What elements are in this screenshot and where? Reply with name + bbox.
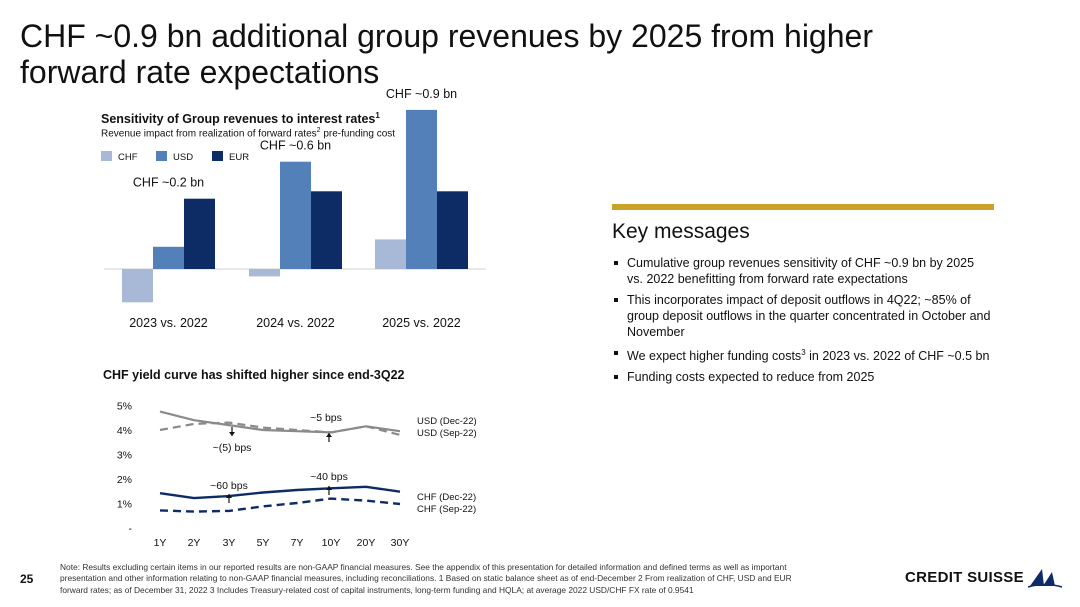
yield-curve-title: CHF yield curve has shifted higher since…	[103, 368, 405, 382]
y-tick-label: 1%	[117, 499, 132, 511]
legend-swatch-chf	[101, 151, 112, 161]
legend-swatch-eur	[212, 151, 223, 161]
bar-eur	[311, 191, 342, 269]
sensitivity-chart-subtitle: Revenue impact from realization of forwa…	[101, 127, 395, 139]
bar-usd	[406, 109, 437, 270]
credit-suisse-logo: CREDIT SUISSE	[905, 566, 1062, 588]
footnote-line: forward rates; as of December 31, 2022 3…	[60, 584, 694, 595]
x-tick-label: 20Y	[357, 537, 376, 549]
y-tick-label: 5%	[117, 401, 132, 413]
logo-text: CREDIT SUISSE	[905, 568, 1024, 586]
sensitivity-title-text: Sensitivity of Group revenues to interes…	[101, 112, 376, 127]
x-tick-label: 2023 vs. 2022	[129, 316, 208, 330]
annotation-arrowhead	[226, 494, 232, 498]
annotation-arrowhead	[326, 486, 332, 490]
bar-chf	[249, 269, 280, 277]
sensitivity-subtitle-footnote: 2	[316, 127, 321, 134]
page-title: CHF ~0.9 bn additional group revenues by…	[20, 18, 1000, 90]
key-messages-list: Cumulative group revenues sensitivity of…	[612, 255, 992, 390]
annotation-label: ~60 bps	[210, 480, 248, 492]
bar-chf	[122, 269, 153, 303]
key-message-text: We expect higher funding costs	[627, 349, 802, 364]
key-message-footnote: 3	[801, 348, 806, 357]
footnote: Note: Results excluding certain items in…	[60, 562, 900, 596]
bar-usd	[153, 246, 184, 269]
sensitivity-title-footnote: 1	[375, 111, 380, 120]
key-messages-title: Key messages	[612, 220, 750, 243]
series-line-chf-sep-22	[159, 497, 401, 513]
footnote-line: Note: Results excluding certain items in…	[60, 562, 787, 572]
legend-swatch-usd	[156, 151, 167, 161]
sensitivity-chart-title: Sensitivity of Group revenues to interes…	[101, 111, 380, 126]
annotation-label: ~5 bps	[310, 412, 342, 424]
annotation-arrowhead	[326, 433, 332, 437]
x-tick-label: 10Y	[322, 537, 341, 549]
key-message-item: Cumulative group revenues sensitivity of…	[612, 255, 992, 287]
x-tick-label: 5Y	[257, 537, 270, 549]
key-message-item: This incorporates impact of deposit outf…	[612, 292, 992, 340]
bar-annotation: CHF ~0.9 bn	[386, 87, 457, 101]
page-title-line1: CHF ~0.9 bn additional group revenues by…	[20, 18, 873, 54]
sensitivity-bar-chart: CHF USD EUR CHF ~0.2 bn 2023 vs. 2022 CHF ~0.…	[101, 87, 486, 330]
y-tick-label: 4%	[117, 425, 132, 437]
bar-usd	[280, 161, 311, 269]
bar-annotation: CHF ~0.6 bn	[260, 139, 331, 153]
sensitivity-subtitle-text: Revenue impact from realization of forwa…	[101, 128, 317, 140]
sails-icon	[1027, 569, 1062, 588]
x-tick-label: 1Y	[154, 537, 167, 549]
x-tick-label: 2025 vs. 2022	[382, 316, 461, 330]
x-tick-label: 3Y	[223, 537, 236, 549]
series-label: USD (Sep-22)	[417, 428, 477, 439]
page-number: 25	[20, 572, 34, 586]
y-tick-label: -	[129, 523, 133, 535]
series-line-chf-dec-22	[159, 485, 401, 500]
key-message-item: Funding costs expected to reduce from 20…	[612, 369, 992, 385]
series-label: CHF (Dec-22)	[417, 492, 476, 503]
legend-label-chf: CHF	[118, 152, 138, 163]
legend-label-usd: USD	[173, 152, 193, 163]
key-message-item: We expect higher funding costs3 in 2023 …	[612, 345, 992, 364]
x-tick-label: 2024 vs. 2022	[256, 316, 335, 330]
x-tick-label: 2Y	[188, 537, 201, 549]
sensitivity-subtitle-rest: pre-funding cost	[320, 128, 396, 140]
y-tick-label: 2%	[117, 474, 132, 486]
page-title-line2: forward rate expectations	[20, 54, 380, 90]
series-line-usd-sep-22	[159, 421, 401, 436]
yield-curve-line-chart: - 1% 2% 3% 4% 5% 1Y 2Y 3Y 5Y 7Y 10Y 20Y 30Y USD (Dec-2…	[117, 401, 477, 550]
annotation-label: ~40 bps	[310, 471, 348, 483]
bar-eur	[184, 198, 215, 269]
key-message-text-rest: in 2023 vs. 2022 of CHF ~0.5 bn	[805, 349, 990, 364]
accent-bar	[612, 204, 994, 210]
bar-annotation: CHF ~0.2 bn	[133, 176, 204, 190]
annotation-arrowhead	[229, 432, 235, 436]
y-tick-label: 3%	[117, 450, 132, 462]
bar-eur	[437, 191, 468, 269]
annotation-label: ~(5) bps	[213, 442, 252, 454]
x-tick-label: 30Y	[391, 537, 410, 549]
x-tick-label: 7Y	[291, 537, 304, 549]
footnote-line: presentation and other information relat…	[60, 573, 792, 584]
bar-chf	[375, 239, 406, 269]
series-label: CHF (Sep-22)	[417, 504, 476, 515]
legend-label-eur: EUR	[229, 152, 249, 163]
series-label: USD (Dec-22)	[417, 416, 477, 427]
